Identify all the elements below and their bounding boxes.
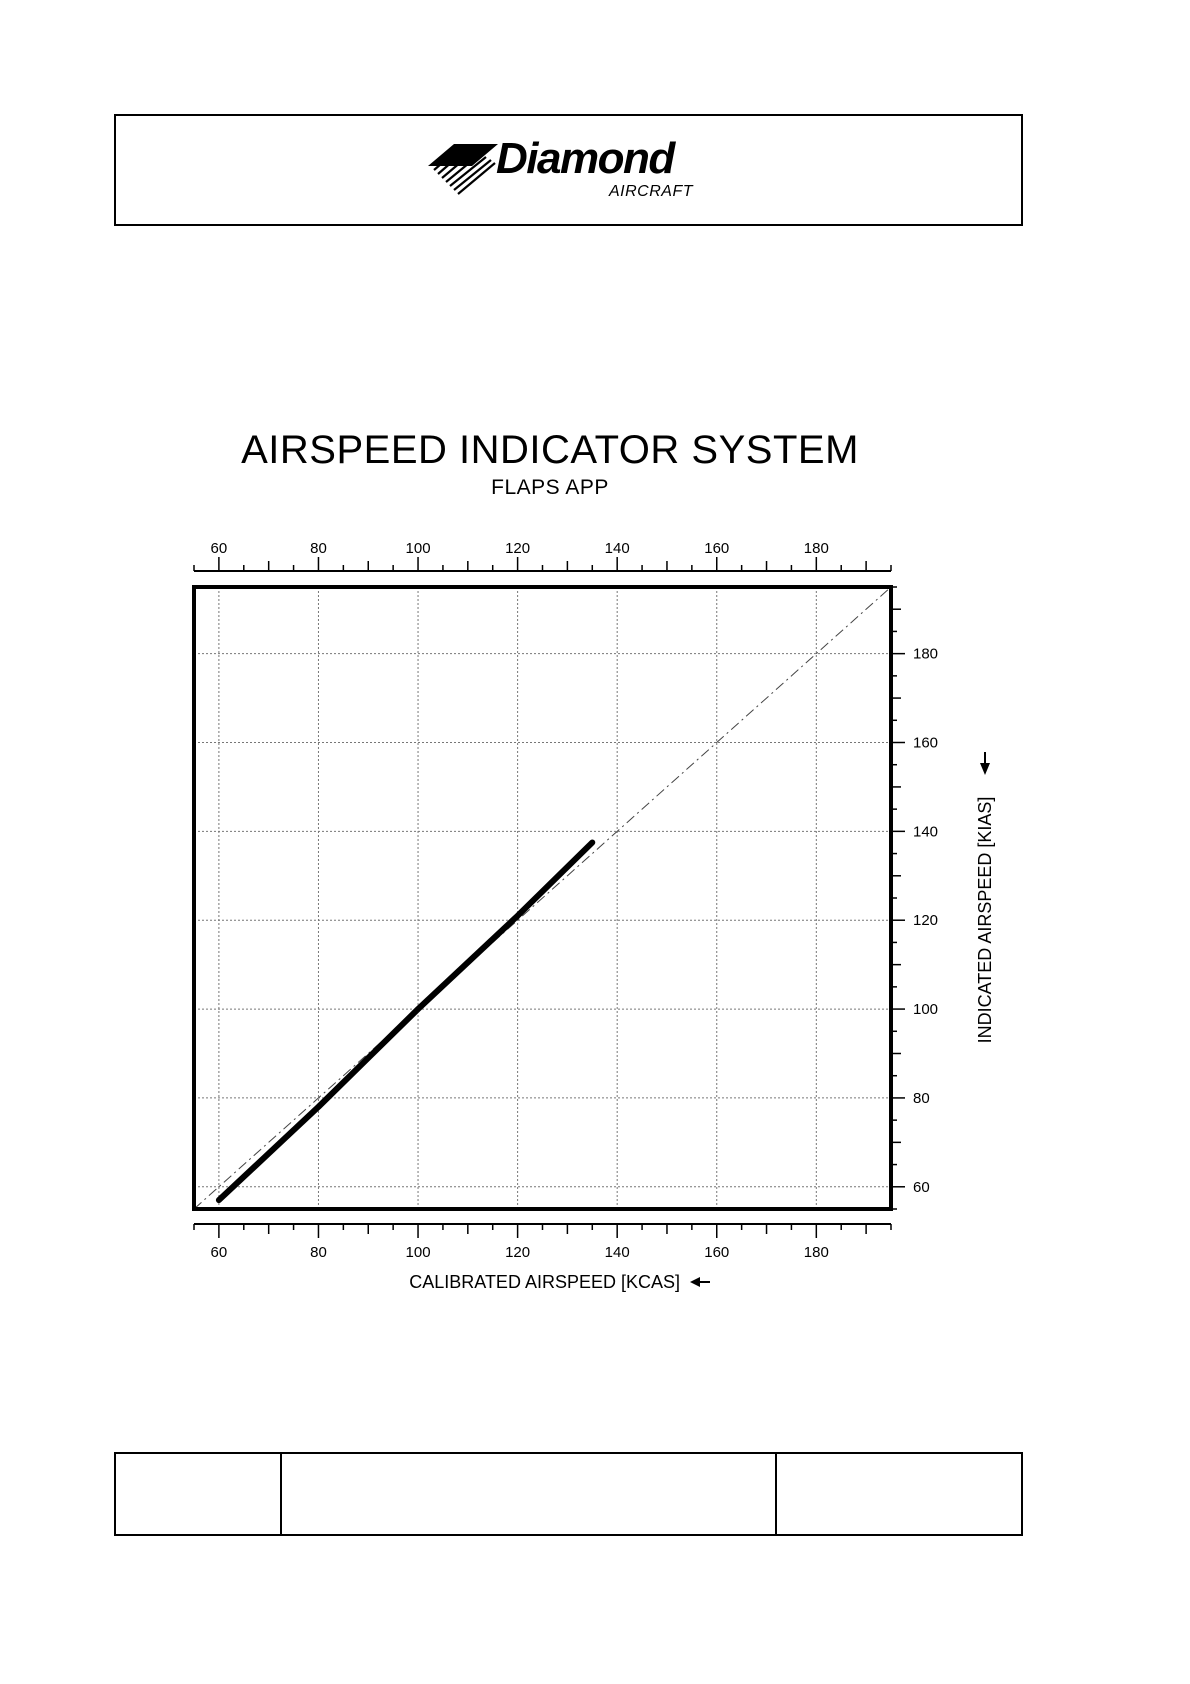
right-tick-label: 160 — [913, 735, 938, 752]
top-tick-label: 160 — [704, 540, 729, 557]
right-tick-label: 180 — [913, 646, 938, 663]
header-box — [114, 114, 1023, 226]
bottom-tick-label: 60 — [211, 1244, 228, 1261]
top-tick-label: 180 — [804, 540, 829, 557]
calibration-line — [215, 839, 596, 1204]
bottom-tick-label: 100 — [406, 1244, 431, 1261]
footer-cell-right — [777, 1454, 1021, 1534]
bottom-tick-label: 160 — [704, 1244, 729, 1261]
series-layer — [215, 839, 596, 1204]
top-tick-label: 100 — [406, 540, 431, 557]
brand-name: Diamond — [496, 134, 675, 183]
bottom-tick-label: 80 — [310, 1244, 327, 1261]
y-arrow-head — [980, 763, 990, 775]
y-axis-arrow-icon — [980, 752, 990, 775]
bottom-tick-label: 140 — [605, 1244, 630, 1261]
brand-subtitle: AIRCRAFT — [609, 183, 693, 200]
x-axis-label: CALIBRATED AIRSPEED [KCAS] — [409, 1272, 680, 1292]
right-tick-label: 80 — [913, 1090, 930, 1107]
footer-table — [114, 1452, 1023, 1536]
top-tick-label: 120 — [505, 540, 530, 557]
reference-line-layer — [193, 586, 892, 1210]
diamond-aircraft-logo: Diamond AIRCRAFT — [428, 134, 718, 204]
top-tick-label: 80 — [310, 540, 327, 557]
right-tick-label: 60 — [913, 1179, 930, 1196]
right-tick-label: 140 — [913, 823, 938, 840]
chart-subtitle: FLAPS APP — [491, 476, 609, 499]
grid — [194, 587, 891, 1209]
right-tick-label: 120 — [913, 912, 938, 929]
chart-title: AIRSPEED INDICATOR SYSTEM — [241, 428, 859, 472]
y-axis-label: INDICATED AIRSPEED [KIAS] — [975, 797, 995, 1044]
bottom-tick-label: 180 — [804, 1244, 829, 1261]
axes: 60 60 80 80 100 100 120 120 140 140 160 160 180 180 60… — [193, 540, 938, 1261]
top-tick-label: 60 — [211, 540, 228, 557]
x-axis-arrow-icon — [690, 1277, 710, 1287]
bottom-tick-label: 120 — [505, 1244, 530, 1261]
footer-cell-middle — [282, 1454, 777, 1534]
top-tick-label: 140 — [605, 540, 630, 557]
right-tick-label: 100 — [913, 1001, 938, 1018]
reference-line — [193, 586, 892, 1210]
x-arrow-head — [690, 1277, 700, 1287]
diamond-logo-mark-icon — [428, 144, 498, 195]
footer-cell-left — [116, 1454, 282, 1534]
